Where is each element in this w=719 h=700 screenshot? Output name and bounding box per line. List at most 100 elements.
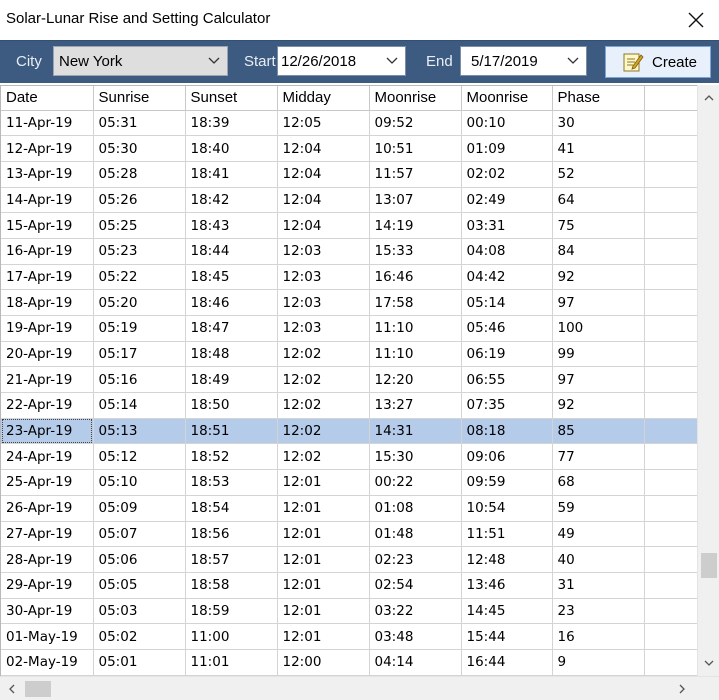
cell-moonrise-2[interactable]: 09:59 (461, 469, 553, 496)
cell-phase[interactable]: 92 (552, 264, 645, 291)
cell-sunset[interactable]: 18:47 (185, 315, 278, 342)
cell-midday[interactable]: 12:04 (277, 187, 370, 214)
cell-moonrise[interactable]: 16:46 (369, 264, 462, 291)
table-row[interactable]: 12-Apr-19 05:30 18:40 12:04 10:51 01:09 41 (1, 135, 699, 162)
cell-phase[interactable]: 30 (552, 110, 645, 137)
cell-midday[interactable]: 12:03 (277, 238, 370, 265)
scroll-left-button[interactable] (3, 680, 21, 698)
cell-midday[interactable]: 12:02 (277, 418, 370, 445)
cell-moonrise-2[interactable]: 15:44 (461, 623, 553, 650)
cell-sunset[interactable]: 18:53 (185, 469, 278, 496)
cell-midday[interactable]: 12:02 (277, 392, 370, 419)
cell-phase[interactable]: 52 (552, 161, 645, 188)
scroll-up-button[interactable] (698, 89, 719, 107)
cell-moonrise[interactable]: 13:27 (369, 392, 462, 419)
cell-moonrise[interactable]: 00:22 (369, 469, 462, 496)
table-row[interactable]: 29-Apr-19 05:05 18:58 12:01 02:54 13:46 31 (1, 572, 699, 599)
cell-moonrise[interactable]: 15:30 (369, 443, 462, 471)
cell-moonrise-2[interactable]: 01:09 (461, 135, 553, 162)
cell-moonrise-2[interactable]: 05:46 (461, 315, 553, 342)
cell-phase[interactable]: 84 (552, 238, 645, 265)
cell-moonrise[interactable]: 11:10 (369, 341, 462, 368)
cell-date[interactable]: 24-Apr-19 (1, 443, 94, 471)
cell-date[interactable]: 27-Apr-19 (1, 521, 94, 548)
column-header-phase[interactable]: Phase (552, 86, 645, 111)
cell-sunset[interactable]: 18:54 (185, 495, 278, 522)
table-row[interactable]: 30-Apr-19 05:03 18:59 12:01 03:22 14:45 23 (1, 598, 699, 625)
cell-sunset[interactable]: 18:52 (185, 443, 278, 471)
column-header-sunset[interactable]: Sunset (185, 86, 278, 111)
cell-midday[interactable]: 12:03 (277, 264, 370, 291)
cell-moonrise[interactable]: 12:20 (369, 366, 462, 394)
table-row[interactable]: 02-May-19 05:01 11:01 12:00 04:14 16:44 9 (1, 649, 699, 676)
cell-phase[interactable]: 40 (552, 546, 645, 573)
city-dropdown[interactable]: New York (53, 46, 228, 76)
cell-sunrise[interactable]: 05:23 (93, 238, 186, 265)
cell-date[interactable]: 19-Apr-19 (1, 315, 94, 342)
cell-sunset[interactable]: 18:43 (185, 212, 278, 239)
cell-midday[interactable]: 12:02 (277, 366, 370, 394)
cell-phase[interactable]: 92 (552, 392, 645, 419)
cell-moonrise-2[interactable]: 16:44 (461, 649, 553, 676)
cell-sunrise[interactable]: 05:28 (93, 161, 186, 188)
cell-phase[interactable]: 99 (552, 341, 645, 368)
cell-sunrise[interactable]: 05:13 (93, 418, 186, 445)
vertical-scrollbar[interactable] (697, 85, 719, 676)
column-header-moonrise-2[interactable]: Moonrise (461, 86, 553, 111)
cell-moonrise[interactable]: 13:07 (369, 187, 462, 214)
cell-moonrise-2[interactable]: 13:46 (461, 572, 553, 599)
cell-sunset[interactable]: 18:46 (185, 289, 278, 316)
cell-date[interactable]: 11-Apr-19 (1, 110, 94, 137)
cell-date[interactable]: 18-Apr-19 (1, 289, 94, 316)
cell-moonrise-2[interactable]: 08:18 (461, 418, 553, 445)
cell-sunrise[interactable]: 05:16 (93, 366, 186, 394)
vertical-scroll-thumb[interactable] (701, 553, 717, 578)
create-button[interactable]: Create (605, 46, 711, 78)
scroll-right-button[interactable] (673, 680, 691, 698)
cell-midday[interactable]: 12:01 (277, 623, 370, 650)
cell-moonrise-2[interactable]: 04:42 (461, 264, 553, 291)
cell-date[interactable]: 01-May-19 (1, 623, 94, 650)
cell-sunset[interactable]: 18:42 (185, 187, 278, 214)
cell-sunrise[interactable]: 05:22 (93, 264, 186, 291)
cell-date[interactable]: 30-Apr-19 (1, 598, 94, 625)
cell-sunset[interactable]: 11:00 (185, 623, 278, 650)
cell-sunrise[interactable]: 05:07 (93, 521, 186, 548)
cell-phase[interactable]: 49 (552, 521, 645, 548)
cell-date[interactable]: 26-Apr-19 (1, 495, 94, 522)
table-row[interactable]: 18-Apr-19 05:20 18:46 12:03 17:58 05:14 97 (1, 289, 699, 316)
cell-moonrise[interactable]: 03:48 (369, 623, 462, 650)
cell-sunset[interactable]: 11:01 (185, 649, 278, 676)
close-button[interactable] (673, 0, 719, 40)
cell-moonrise[interactable]: 02:23 (369, 546, 462, 573)
cell-sunrise[interactable]: 05:19 (93, 315, 186, 342)
cell-date[interactable]: 16-Apr-19 (1, 238, 94, 265)
table-row[interactable]: 16-Apr-19 05:23 18:44 12:03 15:33 04:08 84 (1, 238, 699, 265)
cell-sunset[interactable]: 18:44 (185, 238, 278, 265)
cell-date[interactable]: 21-Apr-19 (1, 366, 94, 394)
cell-phase[interactable]: 23 (552, 598, 645, 625)
cell-midday[interactable]: 12:01 (277, 598, 370, 625)
cell-sunrise[interactable]: 05:03 (93, 598, 186, 625)
cell-sunrise[interactable]: 05:10 (93, 469, 186, 496)
cell-date[interactable]: 02-May-19 (1, 649, 94, 676)
cell-moonrise[interactable]: 02:54 (369, 572, 462, 599)
cell-sunset[interactable]: 18:48 (185, 341, 278, 368)
cell-phase[interactable]: 100 (552, 315, 645, 342)
start-date-picker[interactable]: 12/26/2018 (277, 46, 406, 76)
cell-moonrise-2[interactable]: 12:48 (461, 546, 553, 573)
cell-sunrise[interactable]: 05:09 (93, 495, 186, 522)
cell-sunrise[interactable]: 05:20 (93, 289, 186, 316)
cell-midday[interactable]: 12:01 (277, 469, 370, 496)
table-row[interactable]: 20-Apr-19 05:17 18:48 12:02 11:10 06:19 99 (1, 341, 699, 368)
cell-moonrise[interactable]: 03:22 (369, 598, 462, 625)
table-row[interactable]: 22-Apr-19 05:14 18:50 12:02 13:27 07:35 92 (1, 392, 699, 419)
cell-date[interactable]: 15-Apr-19 (1, 212, 94, 239)
cell-sunrise[interactable]: 05:12 (93, 443, 186, 471)
table-row[interactable]: 01-May-19 05:02 11:00 12:01 03:48 15:44 16 (1, 623, 699, 650)
column-header-date[interactable]: Date (1, 86, 94, 111)
cell-date[interactable]: 25-Apr-19 (1, 469, 94, 496)
cell-phase[interactable]: 64 (552, 187, 645, 214)
cell-phase[interactable]: 97 (552, 366, 645, 394)
cell-moonrise-2[interactable]: 06:55 (461, 366, 553, 394)
